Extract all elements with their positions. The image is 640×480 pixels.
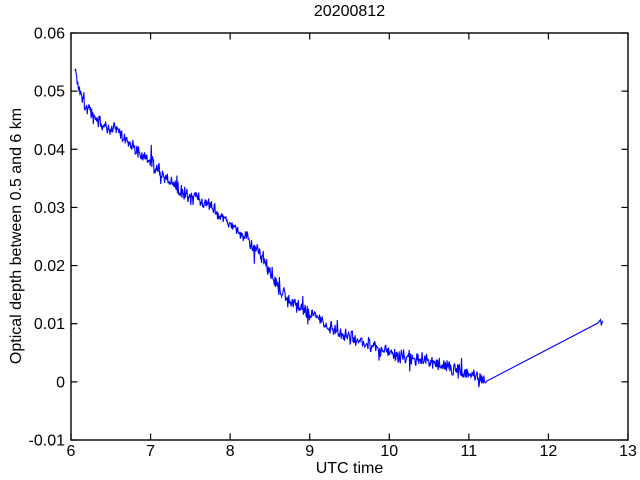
plot-title: 20200812 — [314, 3, 385, 20]
x-tick-labels: 6 7 8 9 10 11 12 13 — [67, 443, 637, 460]
axes-box — [70, 32, 629, 441]
data-line — [74, 68, 604, 388]
y-tick-labels: -0.01 0 0.01 0.02 0.03 0.04 0.05 0.06 — [29, 26, 66, 450]
x-tick-label: 9 — [305, 443, 314, 460]
y-tick-label: 0.05 — [34, 84, 65, 101]
x-tick-label: 7 — [146, 443, 155, 460]
y-tick-label: 0.03 — [34, 200, 65, 217]
y-tick-label: 0.01 — [34, 316, 65, 333]
x-tick-label: 6 — [67, 443, 76, 460]
y-tick-label: 0.02 — [34, 258, 65, 275]
y-tick-label: 0 — [56, 374, 65, 391]
y-tick-label: 0.04 — [34, 142, 65, 159]
x-tick-label: 8 — [226, 443, 235, 460]
axis-ticks — [70, 32, 629, 441]
y-tick-label: -0.01 — [29, 433, 66, 450]
x-tick-label: 13 — [619, 443, 637, 460]
x-tick-label: 12 — [540, 443, 558, 460]
x-tick-label: 11 — [461, 443, 478, 460]
x-tick-label: 10 — [380, 443, 398, 460]
x-axis-label: UTC time — [316, 460, 384, 477]
y-tick-label: 0.06 — [34, 26, 65, 43]
plot-area — [71, 33, 628, 440]
y-axis-label: Optical depth between 0.5 and 6 km — [8, 108, 25, 364]
